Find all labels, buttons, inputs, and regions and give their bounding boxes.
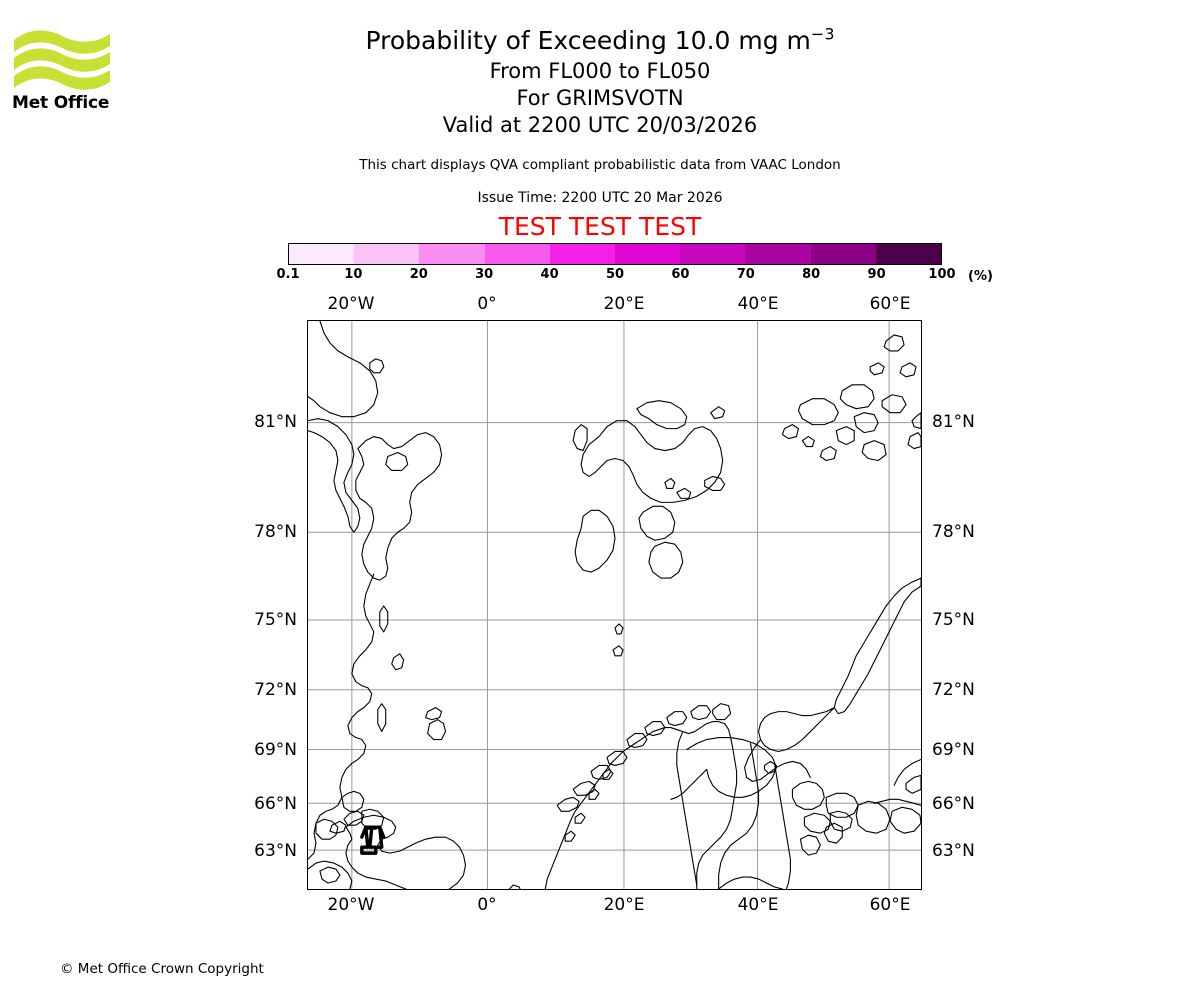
colorbar-tick-20: 20 xyxy=(409,267,428,282)
lat-label-left-63°N: 63°N xyxy=(254,841,297,861)
lon-label-bottom-0°: 0° xyxy=(477,895,497,915)
lat-label-right-69°N: 69°N xyxy=(932,740,975,760)
colorbar-swatch-8 xyxy=(810,244,876,264)
lat-label-right-81°N: 81°N xyxy=(932,412,975,432)
map-canvas xyxy=(308,321,921,889)
met-office-logo-text: Met Office xyxy=(12,93,110,113)
lat-label-right-66°N: 66°N xyxy=(932,794,975,814)
colorbar-swatch-4 xyxy=(549,244,616,264)
lon-label-top-40°E: 40°E xyxy=(737,294,779,314)
colorbar-swatch-3 xyxy=(484,244,550,264)
coastline-paths xyxy=(308,321,921,889)
colorbar-tick-90: 90 xyxy=(867,267,886,282)
lon-label-top-20°E: 20°E xyxy=(603,294,645,314)
colorbar-tick-50: 50 xyxy=(605,267,625,282)
met-office-wave-icon xyxy=(14,30,110,90)
lat-label-left-72°N: 72°N xyxy=(254,680,297,700)
colorbar-swatch-9 xyxy=(875,244,942,264)
lon-label-bottom-20°W: 20°W xyxy=(327,895,375,915)
lat-label-right-75°N: 75°N xyxy=(932,610,975,630)
lat-label-left-81°N: 81°N xyxy=(254,412,297,432)
lon-label-bottom-60°E: 60°E xyxy=(869,895,911,915)
main-title-text: Probability of Exceeding 10.0 mg m xyxy=(365,26,811,55)
lat-label-left-75°N: 75°N xyxy=(254,610,297,630)
lat-label-left-66°N: 66°N xyxy=(254,794,297,814)
copyright-notice: © Met Office Crown Copyright xyxy=(60,961,264,977)
graticule-gridlines xyxy=(308,321,921,889)
lat-label-right-78°N: 78°N xyxy=(932,522,975,542)
colorbar-swatch-2 xyxy=(419,244,485,264)
colorbar-tick-80: 80 xyxy=(802,267,821,282)
colorbar-swatch-6 xyxy=(680,244,746,264)
volcano-marker-icon xyxy=(360,825,386,855)
colorbar-swatch-0 xyxy=(289,244,355,264)
lat-label-left-78°N: 78°N xyxy=(254,522,297,542)
test-banner: TEST TEST TEST xyxy=(498,212,702,241)
lon-label-bottom-20°E: 20°E xyxy=(603,895,645,915)
lon-label-top-0°: 0° xyxy=(477,294,497,314)
colorbar-tick-0.1: 0.1 xyxy=(276,267,300,282)
lat-label-right-63°N: 63°N xyxy=(932,841,975,861)
main-title-exponent: −3 xyxy=(810,24,835,44)
colorbar-tick-60: 60 xyxy=(671,267,690,282)
colorbar-swatch-5 xyxy=(615,244,681,264)
colorbar-tick-30: 30 xyxy=(475,267,494,282)
colorbar-swatches xyxy=(288,243,942,265)
lon-label-top-60°E: 60°E xyxy=(869,294,911,314)
colorbar-tick-labels: 0.1 10 20 30 40 50 60 70 80 90 100 xyxy=(276,267,955,285)
colorbar-tick-10: 10 xyxy=(344,267,363,282)
latitude-labels-right: 81°N 78°N 75°N 72°N 69°N 66°N 63°N xyxy=(932,0,1132,1000)
lat-label-left-69°N: 69°N xyxy=(254,740,297,760)
colorbar-units-label: (%) xyxy=(968,269,993,284)
colorbar-tick-100: 100 xyxy=(928,267,956,282)
latitude-labels-left: 81°N 78°N 75°N 72°N 69°N 66°N 63°N xyxy=(0,0,297,1000)
probability-colorbar xyxy=(288,243,942,265)
met-office-logo: Met Office xyxy=(12,26,112,114)
colorbar-swatch-1 xyxy=(354,244,420,264)
qva-blurb: This chart displays QVA compliant probab… xyxy=(359,157,841,173)
colorbar-tick-40: 40 xyxy=(540,267,559,282)
lon-label-bottom-40°E: 40°E xyxy=(737,895,779,915)
lon-label-top-20°W: 20°W xyxy=(327,294,375,314)
map-plot-area[interactable] xyxy=(307,320,922,890)
issue-time: Issue Time: 2200 UTC 20 Mar 2026 xyxy=(477,190,723,206)
colorbar-tick-70: 70 xyxy=(736,267,755,282)
colorbar-swatch-7 xyxy=(745,244,811,264)
lat-label-right-72°N: 72°N xyxy=(932,680,975,700)
